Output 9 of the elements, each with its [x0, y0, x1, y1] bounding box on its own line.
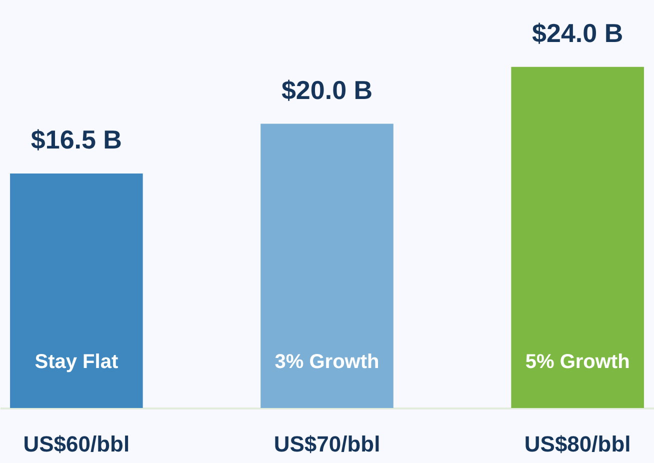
x-tick-label: US$80/bbl	[524, 432, 631, 456]
data-label: $20.0 B	[281, 74, 373, 105]
data-label: $16.5 B	[30, 124, 122, 154]
annotation: 3% Growth	[274, 351, 380, 373]
data-label: $24.0 B	[532, 18, 624, 48]
x-tick-label: US$70/bbl	[274, 432, 380, 456]
annotation: Stay Flat	[34, 351, 118, 373]
x-tick-label: US$60/bbl	[23, 432, 130, 456]
annotation: 5% Growth	[525, 351, 630, 373]
